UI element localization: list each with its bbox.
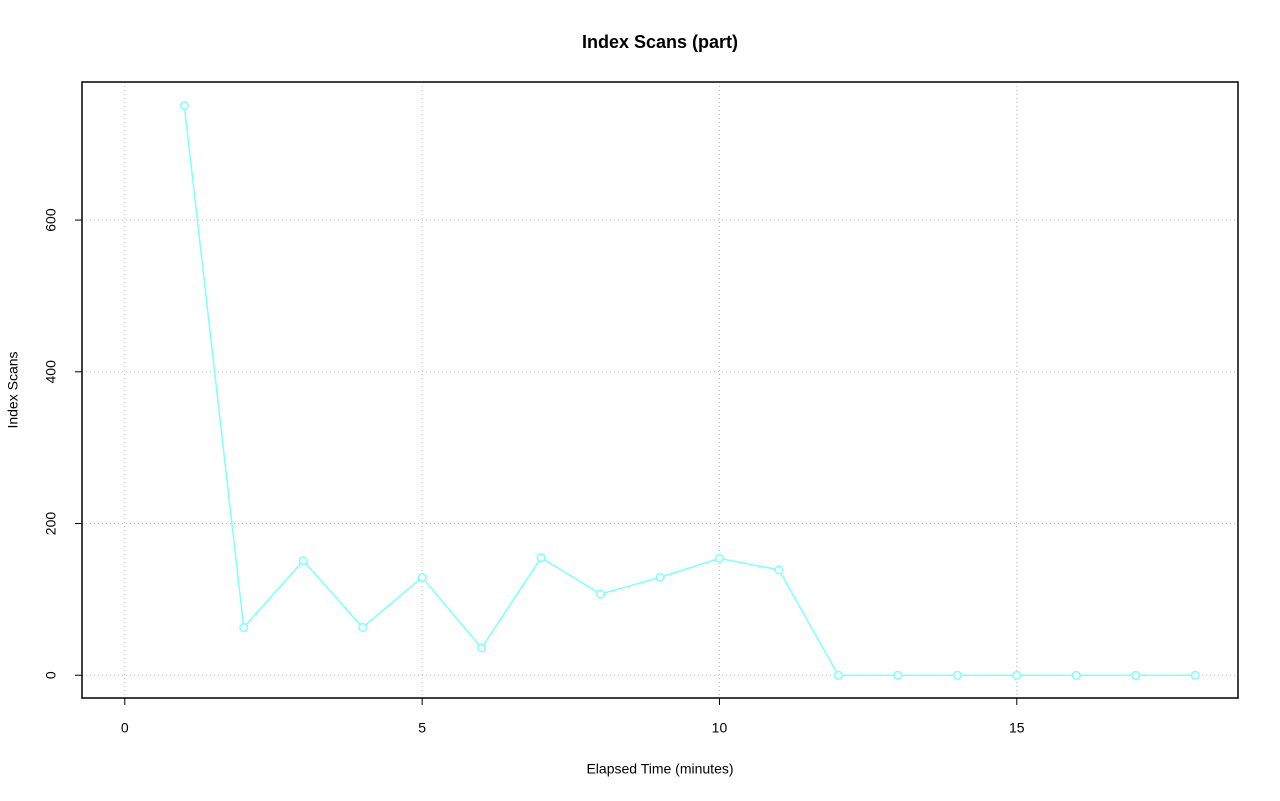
- x-axis-label: Elapsed Time (minutes): [586, 761, 733, 777]
- point: [1190, 670, 1200, 680]
- point: [1071, 670, 1081, 680]
- point: [1012, 670, 1022, 680]
- x-tick-label: 15: [1009, 720, 1025, 736]
- point: [298, 556, 308, 566]
- point: [536, 553, 546, 563]
- plot-frame: [81, 81, 1239, 699]
- point: [417, 572, 427, 582]
- point: [774, 565, 784, 575]
- x-tick-label: 5: [418, 720, 426, 736]
- y-axis-label: Index Scans: [5, 351, 21, 428]
- x-tick-label: 0: [121, 720, 129, 736]
- y-tick-label: 200: [43, 512, 59, 536]
- point: [833, 670, 843, 680]
- point: [655, 572, 665, 582]
- y-tick-label: 400: [43, 360, 59, 384]
- point: [893, 670, 903, 680]
- y-tick-label: 0: [43, 671, 59, 679]
- point: [179, 100, 189, 111]
- x-tick-label: 10: [712, 720, 728, 736]
- point: [952, 670, 962, 680]
- point: [714, 553, 725, 563]
- point: [1131, 670, 1141, 680]
- point: [595, 589, 606, 599]
- chart-title: Index Scans (part): [582, 32, 738, 52]
- point: [358, 622, 368, 632]
- y-tick-label: 600: [43, 208, 59, 232]
- point: [239, 622, 249, 632]
- point: [477, 643, 487, 653]
- series-line: [183, 105, 1196, 676]
